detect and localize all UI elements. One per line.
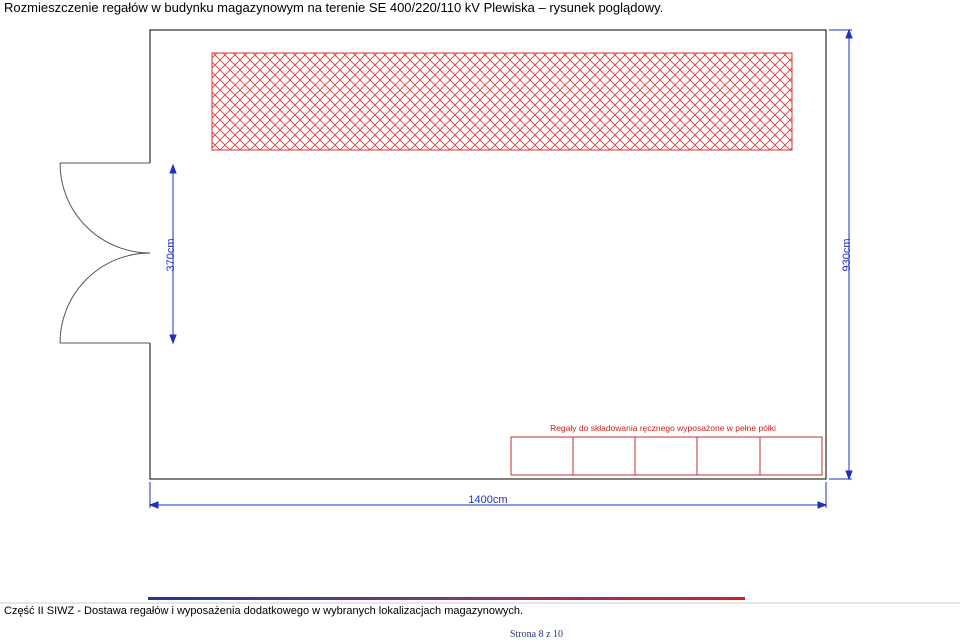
door-dimension: 370cm bbox=[165, 238, 177, 271]
shelves-label: Regały do składowania ręcznego wyposażon… bbox=[550, 423, 776, 433]
depth-dimension: 930cm bbox=[841, 238, 853, 271]
length-dimension: 1400cm bbox=[468, 494, 507, 506]
room-walls bbox=[59, 29, 827, 480]
page-title: Rozmieszczenie regałów w budynku magazyn… bbox=[4, 0, 664, 15]
footer-text: Część II SIWZ - Dostawa regałów i wyposa… bbox=[4, 605, 524, 617]
footer-bar bbox=[148, 597, 745, 600]
dimensions bbox=[148, 28, 853, 509]
page-number: Strona 8 z 10 bbox=[510, 629, 564, 640]
hatched-rack-area bbox=[211, 52, 793, 151]
shelves bbox=[510, 436, 823, 476]
